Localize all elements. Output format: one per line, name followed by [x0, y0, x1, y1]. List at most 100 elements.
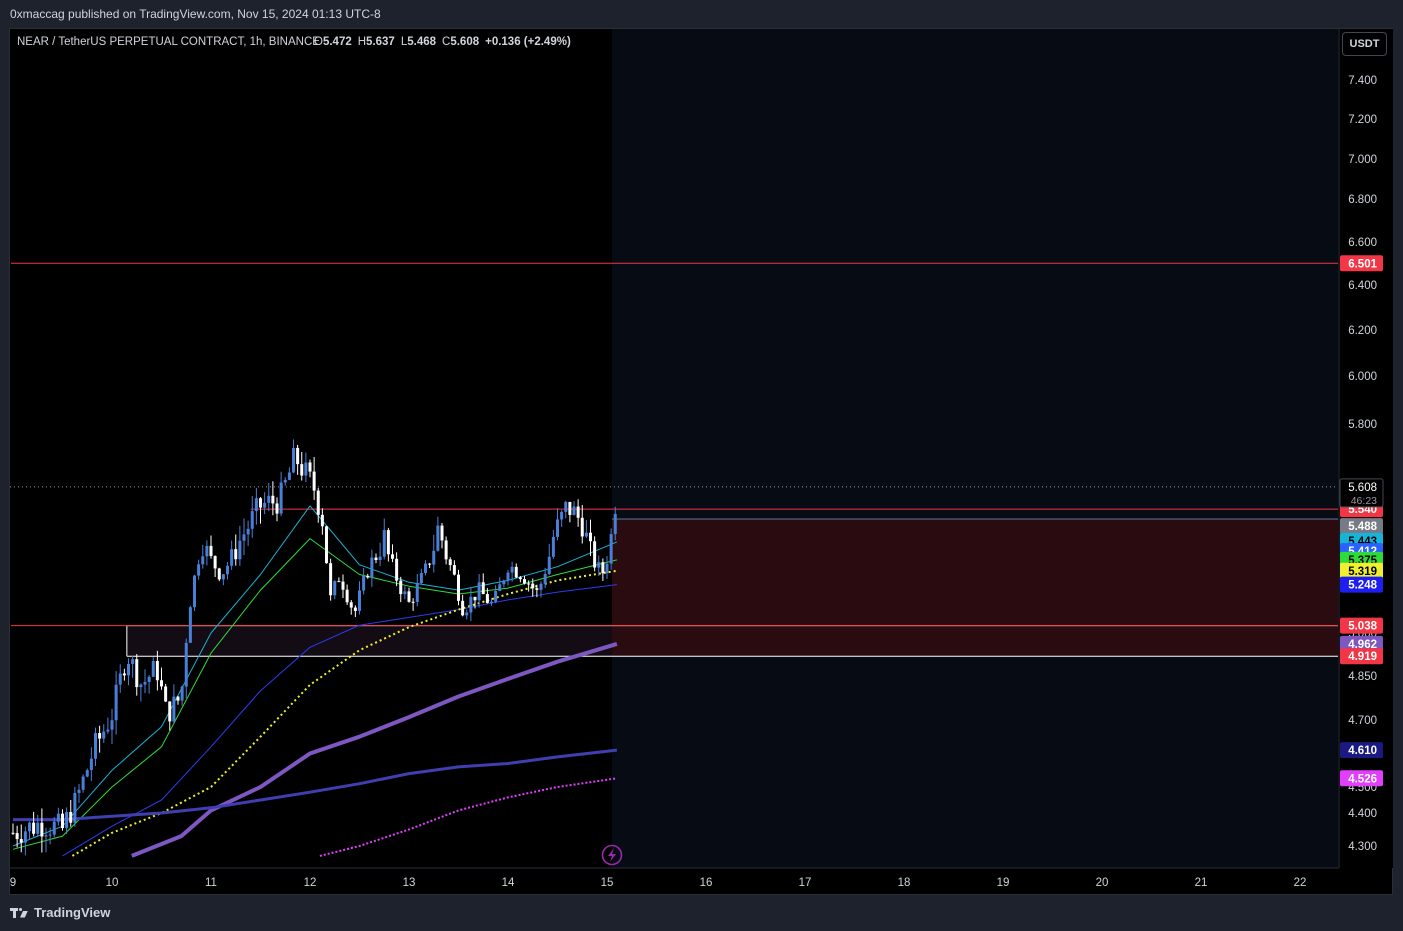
- candle-body: [143, 682, 147, 685]
- candle-body: [374, 557, 378, 561]
- candle-body: [498, 584, 502, 591]
- candle-body: [176, 696, 180, 701]
- candle-body: [77, 789, 81, 793]
- candle-body: [279, 482, 283, 514]
- candle-body: [69, 812, 73, 823]
- x-tick-label: 18: [898, 877, 911, 889]
- candle-body: [56, 813, 60, 822]
- candle-body: [564, 501, 568, 512]
- legend-h-value: 5.637: [366, 36, 395, 48]
- price-label-7: 4.919: [1348, 651, 1377, 663]
- candle-body: [19, 839, 23, 843]
- candle-body: [428, 563, 432, 565]
- candle-body: [601, 562, 605, 574]
- y-tick-label: 7.400: [1348, 75, 1377, 87]
- candle-body: [283, 479, 287, 483]
- candle-body: [366, 575, 370, 578]
- x-tick-label: 19: [997, 877, 1010, 889]
- candle-body: [234, 549, 238, 560]
- candle-body: [23, 831, 27, 843]
- x-tick-label: 22: [1294, 877, 1307, 889]
- candle-body: [193, 575, 196, 608]
- candle-body: [188, 607, 192, 643]
- candle-body: [147, 676, 151, 683]
- candle-body: [568, 501, 572, 515]
- candle-body: [551, 536, 555, 557]
- candle-body: [61, 813, 64, 829]
- price-label-9: 4.526: [1348, 773, 1377, 785]
- candle-body: [184, 642, 188, 687]
- candle-body: [527, 583, 531, 585]
- candle-body: [151, 660, 155, 677]
- y-tick-label: 7.000: [1348, 154, 1377, 166]
- candle-body: [358, 590, 361, 611]
- candle-body: [275, 503, 279, 514]
- candle-body: [378, 556, 382, 561]
- candle-body: [15, 833, 19, 840]
- price-label-7-bg: [1340, 648, 1383, 665]
- candle-body: [333, 581, 337, 596]
- y-tick-label: 5.800: [1348, 419, 1377, 431]
- price-label-8-bg: [1340, 742, 1383, 759]
- candle-body: [411, 601, 415, 603]
- zone-1: [126, 625, 612, 657]
- candle-body: [139, 684, 143, 688]
- candle-body: [547, 556, 551, 574]
- candle-body: [180, 686, 184, 701]
- level-label-0: 6.501: [1348, 258, 1377, 270]
- candle-body: [597, 562, 601, 568]
- candle-body: [263, 502, 267, 508]
- candle-body: [391, 554, 394, 559]
- candle-body: [444, 540, 448, 560]
- candle-body: [242, 534, 246, 541]
- y-tick-label: 6.800: [1348, 194, 1377, 206]
- x-tick-label: 14: [502, 877, 515, 889]
- candle-body: [510, 566, 514, 573]
- footer-brand[interactable]: TradingView: [10, 905, 110, 920]
- last-price-tag-bg: [1339, 478, 1384, 508]
- candle-body: [135, 659, 139, 688]
- x-tick-label: 20: [1096, 877, 1109, 889]
- candle-body: [221, 574, 225, 580]
- candle-body: [122, 673, 126, 676]
- candle-body: [118, 673, 122, 685]
- y-tick-label: 4.300: [1348, 841, 1377, 853]
- candle-body: [543, 573, 547, 584]
- candle-body: [85, 770, 89, 777]
- lightning-icon[interactable]: [601, 844, 623, 866]
- candle-body: [106, 729, 110, 732]
- candle-body: [407, 591, 411, 602]
- candle-body: [304, 462, 308, 476]
- candle-body: [296, 447, 300, 465]
- y-tick-label: 4.850: [1348, 671, 1377, 683]
- candle-body: [432, 550, 436, 565]
- candle-body: [584, 532, 588, 537]
- price-label-4: 5.319: [1348, 566, 1377, 578]
- moving-average-4: [131, 641, 618, 858]
- candle-body: [292, 447, 295, 473]
- candle-body: [308, 462, 312, 472]
- price-label-6: 4.962: [1348, 639, 1377, 651]
- candle-body: [271, 495, 275, 504]
- candle-body: [267, 495, 271, 503]
- candle-body: [490, 601, 493, 603]
- candle-body: [461, 600, 465, 616]
- legend-o-value: 5.472: [323, 36, 352, 48]
- candle-body: [370, 557, 374, 578]
- candle-body: [32, 822, 36, 834]
- candle-body: [213, 556, 217, 569]
- candle-body: [94, 733, 97, 759]
- candle-body: [36, 822, 40, 834]
- candle-body: [572, 506, 576, 515]
- candle-body: [155, 660, 159, 681]
- currency-button[interactable]: USDT: [1342, 32, 1387, 56]
- price-label-8: 4.610: [1348, 745, 1377, 757]
- legend-ohlc: O5.472 H5.637 L5.468 C5.608 +0.136 (+2.49%): [314, 36, 571, 48]
- price-label-4-bg: [1340, 562, 1383, 579]
- candle-body: [531, 583, 535, 589]
- candle-body: [52, 821, 56, 835]
- level-label-2: 5.038: [1348, 621, 1377, 633]
- candle-body: [518, 577, 522, 580]
- x-tick-label: 21: [1195, 877, 1208, 889]
